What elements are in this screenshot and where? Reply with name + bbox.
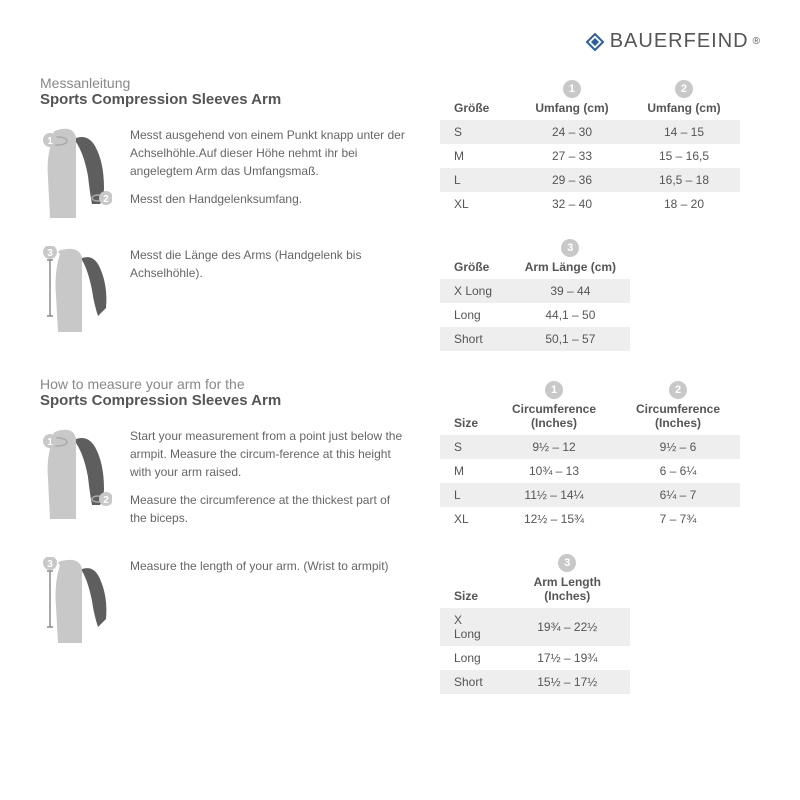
brand-reg: ® — [753, 36, 760, 47]
table-row: XL12½ – 15¾7 – 7¾ — [440, 507, 740, 531]
en-section: How to measure your arm for the Sports C… — [40, 376, 410, 652]
svg-text:3: 3 — [47, 559, 53, 570]
table-row: Short15½ – 17½ — [440, 670, 630, 694]
torso-upper-icon: 1 2 — [40, 427, 112, 527]
torso-length-icon: 3 — [40, 246, 112, 341]
table-row: XL32 – 4018 – 20 — [440, 192, 740, 216]
en-instr-2: 3 Measure the length of your arm. (Wrist… — [40, 557, 410, 652]
torso-length-icon: 3 — [40, 557, 112, 652]
de-instr-2a: Messt die Länge des Arms (Handgelenk bis… — [130, 246, 410, 282]
de-instr-1b: Messt den Handgelenksumfang. — [130, 190, 410, 208]
table-row: L29 – 3616,5 – 18 — [440, 168, 740, 192]
table-row: M27 – 3315 – 16,5 — [440, 144, 740, 168]
table-row: X Long19¾ – 22½ — [440, 608, 630, 646]
de-instr-2: 3 Messt die Länge des Arms (Handgelenk b… — [40, 246, 410, 341]
table-row: Short50,1 – 57 — [440, 327, 630, 351]
brand-name: BAUERFEIND — [610, 30, 749, 53]
table-row: X Long39 – 44 — [440, 279, 630, 303]
brand-mark-icon — [584, 31, 606, 53]
torso-upper-icon: 1 2 — [40, 126, 112, 226]
en-instr-2a: Measure the length of your arm. (Wrist t… — [130, 557, 389, 575]
en-instr-1: 1 2 Start your measurement from a point … — [40, 427, 410, 537]
en-circumference-table: Size1Circumference (Inches)2Circumferenc… — [440, 376, 760, 531]
de-length-table: Größe3Arm Länge (cm)X Long39 – 44Long44,… — [440, 234, 760, 351]
svg-text:2: 2 — [103, 495, 109, 506]
svg-text:3: 3 — [47, 248, 53, 259]
de-instr-1-text: Messt ausgehend von einem Punkt knapp un… — [130, 126, 410, 218]
table-row: S24 – 3014 – 15 — [440, 120, 740, 144]
en-instr-1b: Measure the circumference at the thickes… — [130, 491, 410, 527]
de-circumference-table: Größe1Umfang (cm)2Umfang (cm)S24 – 3014 … — [440, 75, 760, 216]
de-section: Messanleitung Sports Compression Sleeves… — [40, 75, 410, 341]
brand-logo: BAUERFEIND ® — [584, 30, 760, 53]
en-instr-1-text: Start your measurement from a point just… — [130, 427, 410, 537]
de-title: Sports Compression Sleeves Arm — [40, 91, 410, 108]
tables-column: Größe1Umfang (cm)2Umfang (cm)S24 – 3014 … — [440, 75, 760, 719]
de-instr-1a: Messt ausgehend von einem Punkt knapp un… — [130, 126, 410, 180]
en-subtitle: How to measure your arm for the — [40, 376, 410, 392]
en-instr-2-text: Measure the length of your arm. (Wrist t… — [130, 557, 389, 585]
de-instr-2-text: Messt die Länge des Arms (Handgelenk bis… — [130, 246, 410, 292]
table-row: S9½ – 129½ – 6 — [440, 435, 740, 459]
svg-text:2: 2 — [103, 194, 109, 205]
table-row: M10¾ – 136 – 6¼ — [440, 459, 740, 483]
svg-text:1: 1 — [47, 437, 53, 448]
de-subtitle: Messanleitung — [40, 75, 410, 91]
svg-text:1: 1 — [47, 136, 53, 147]
en-title: Sports Compression Sleeves Arm — [40, 392, 410, 409]
table-row: L11½ – 14¼6¼ – 7 — [440, 483, 740, 507]
en-length-table: Size3Arm Length (Inches)X Long19¾ – 22½L… — [440, 549, 760, 694]
table-row: Long17½ – 19¾ — [440, 646, 630, 670]
instructions-column: Messanleitung Sports Compression Sleeves… — [40, 75, 410, 719]
en-instr-1a: Start your measurement from a point just… — [130, 427, 410, 481]
de-instr-1: 1 2 Messt ausgehend von einem Punkt knap… — [40, 126, 410, 226]
table-row: Long44,1 – 50 — [440, 303, 630, 327]
